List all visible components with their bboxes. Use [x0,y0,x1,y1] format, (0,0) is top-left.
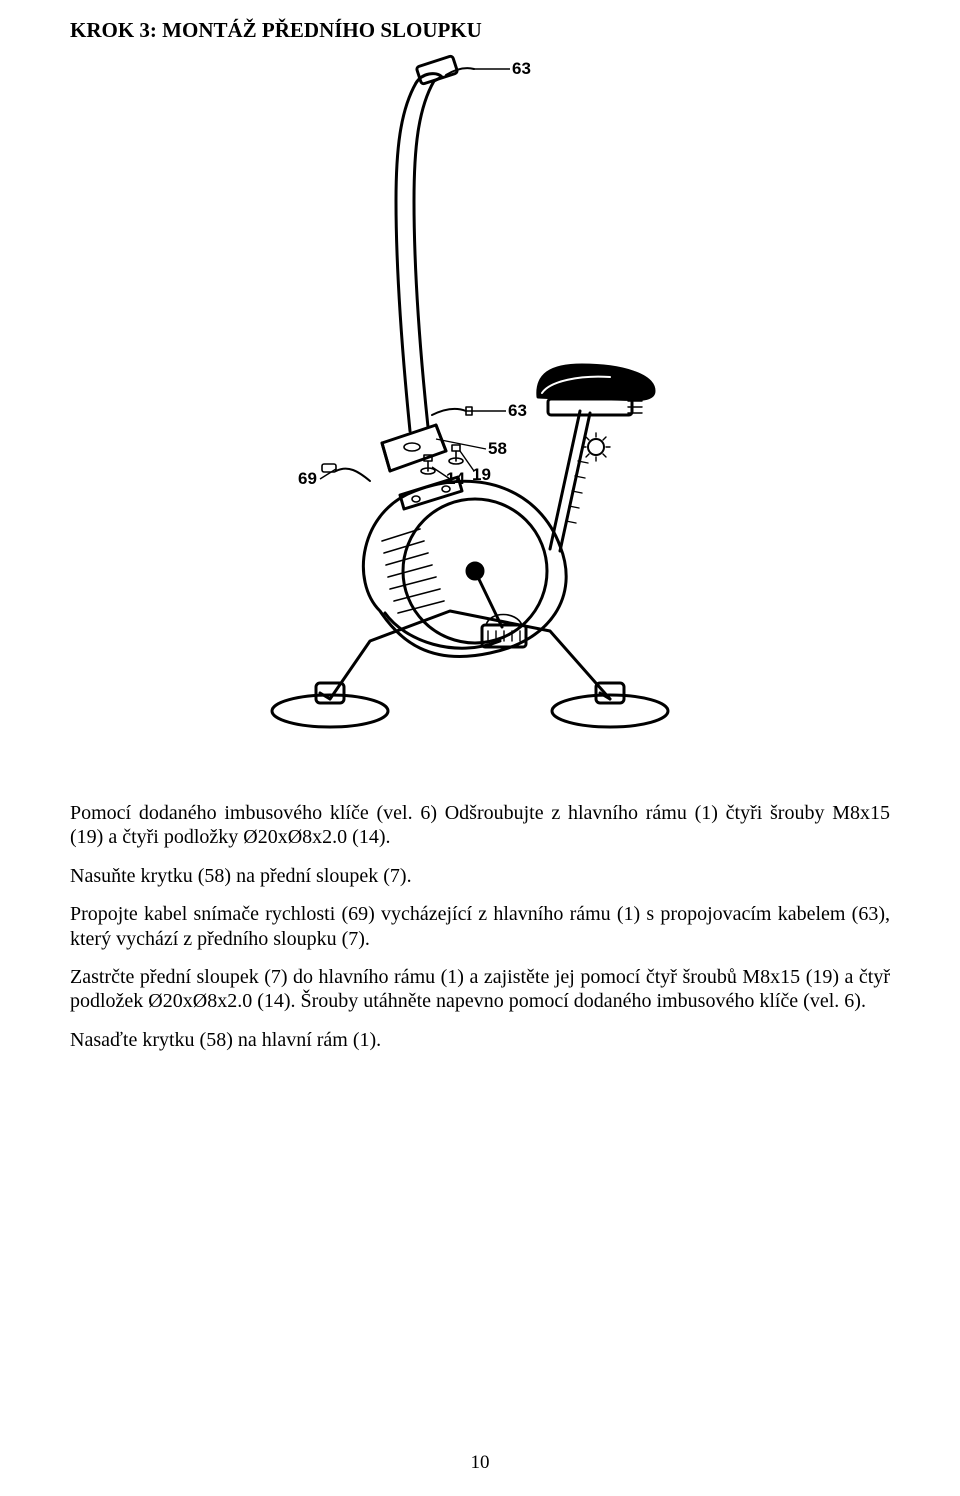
callout-19: 19 [472,465,491,485]
callout-63-mid: 63 [508,401,527,421]
callout-63-top: 63 [512,59,531,79]
paragraph-5: Nasaďte krytku (58) na hlavní rám (1). [70,1028,890,1052]
page: KROK 3: MONTÁŽ PŘEDNÍHO SLOUPKU [0,0,960,1496]
step-title: KROK 3: MONTÁŽ PŘEDNÍHO SLOUPKU [70,18,890,43]
callout-14: 14 [446,469,465,489]
bike-diagram-icon [250,51,710,771]
callout-69: 69 [298,469,317,489]
paragraph-4: Zastrčte přední sloupek (7) do hlavního … [70,965,890,1014]
paragraph-1: Pomocí dodaného imbusového klíče (vel. 6… [70,801,890,850]
paragraph-2: Nasuňte krytku (58) na přední sloupek (7… [70,864,890,888]
page-number: 10 [0,1452,960,1474]
assembly-diagram: 63 63 58 14 19 69 [250,51,710,771]
paragraph-3: Propojte kabel snímače rychlosti (69) vy… [70,902,890,951]
diagram-container: 63 63 58 14 19 69 [70,51,890,771]
callout-58: 58 [488,439,507,459]
body-text: Pomocí dodaného imbusového klíče (vel. 6… [70,801,890,1052]
